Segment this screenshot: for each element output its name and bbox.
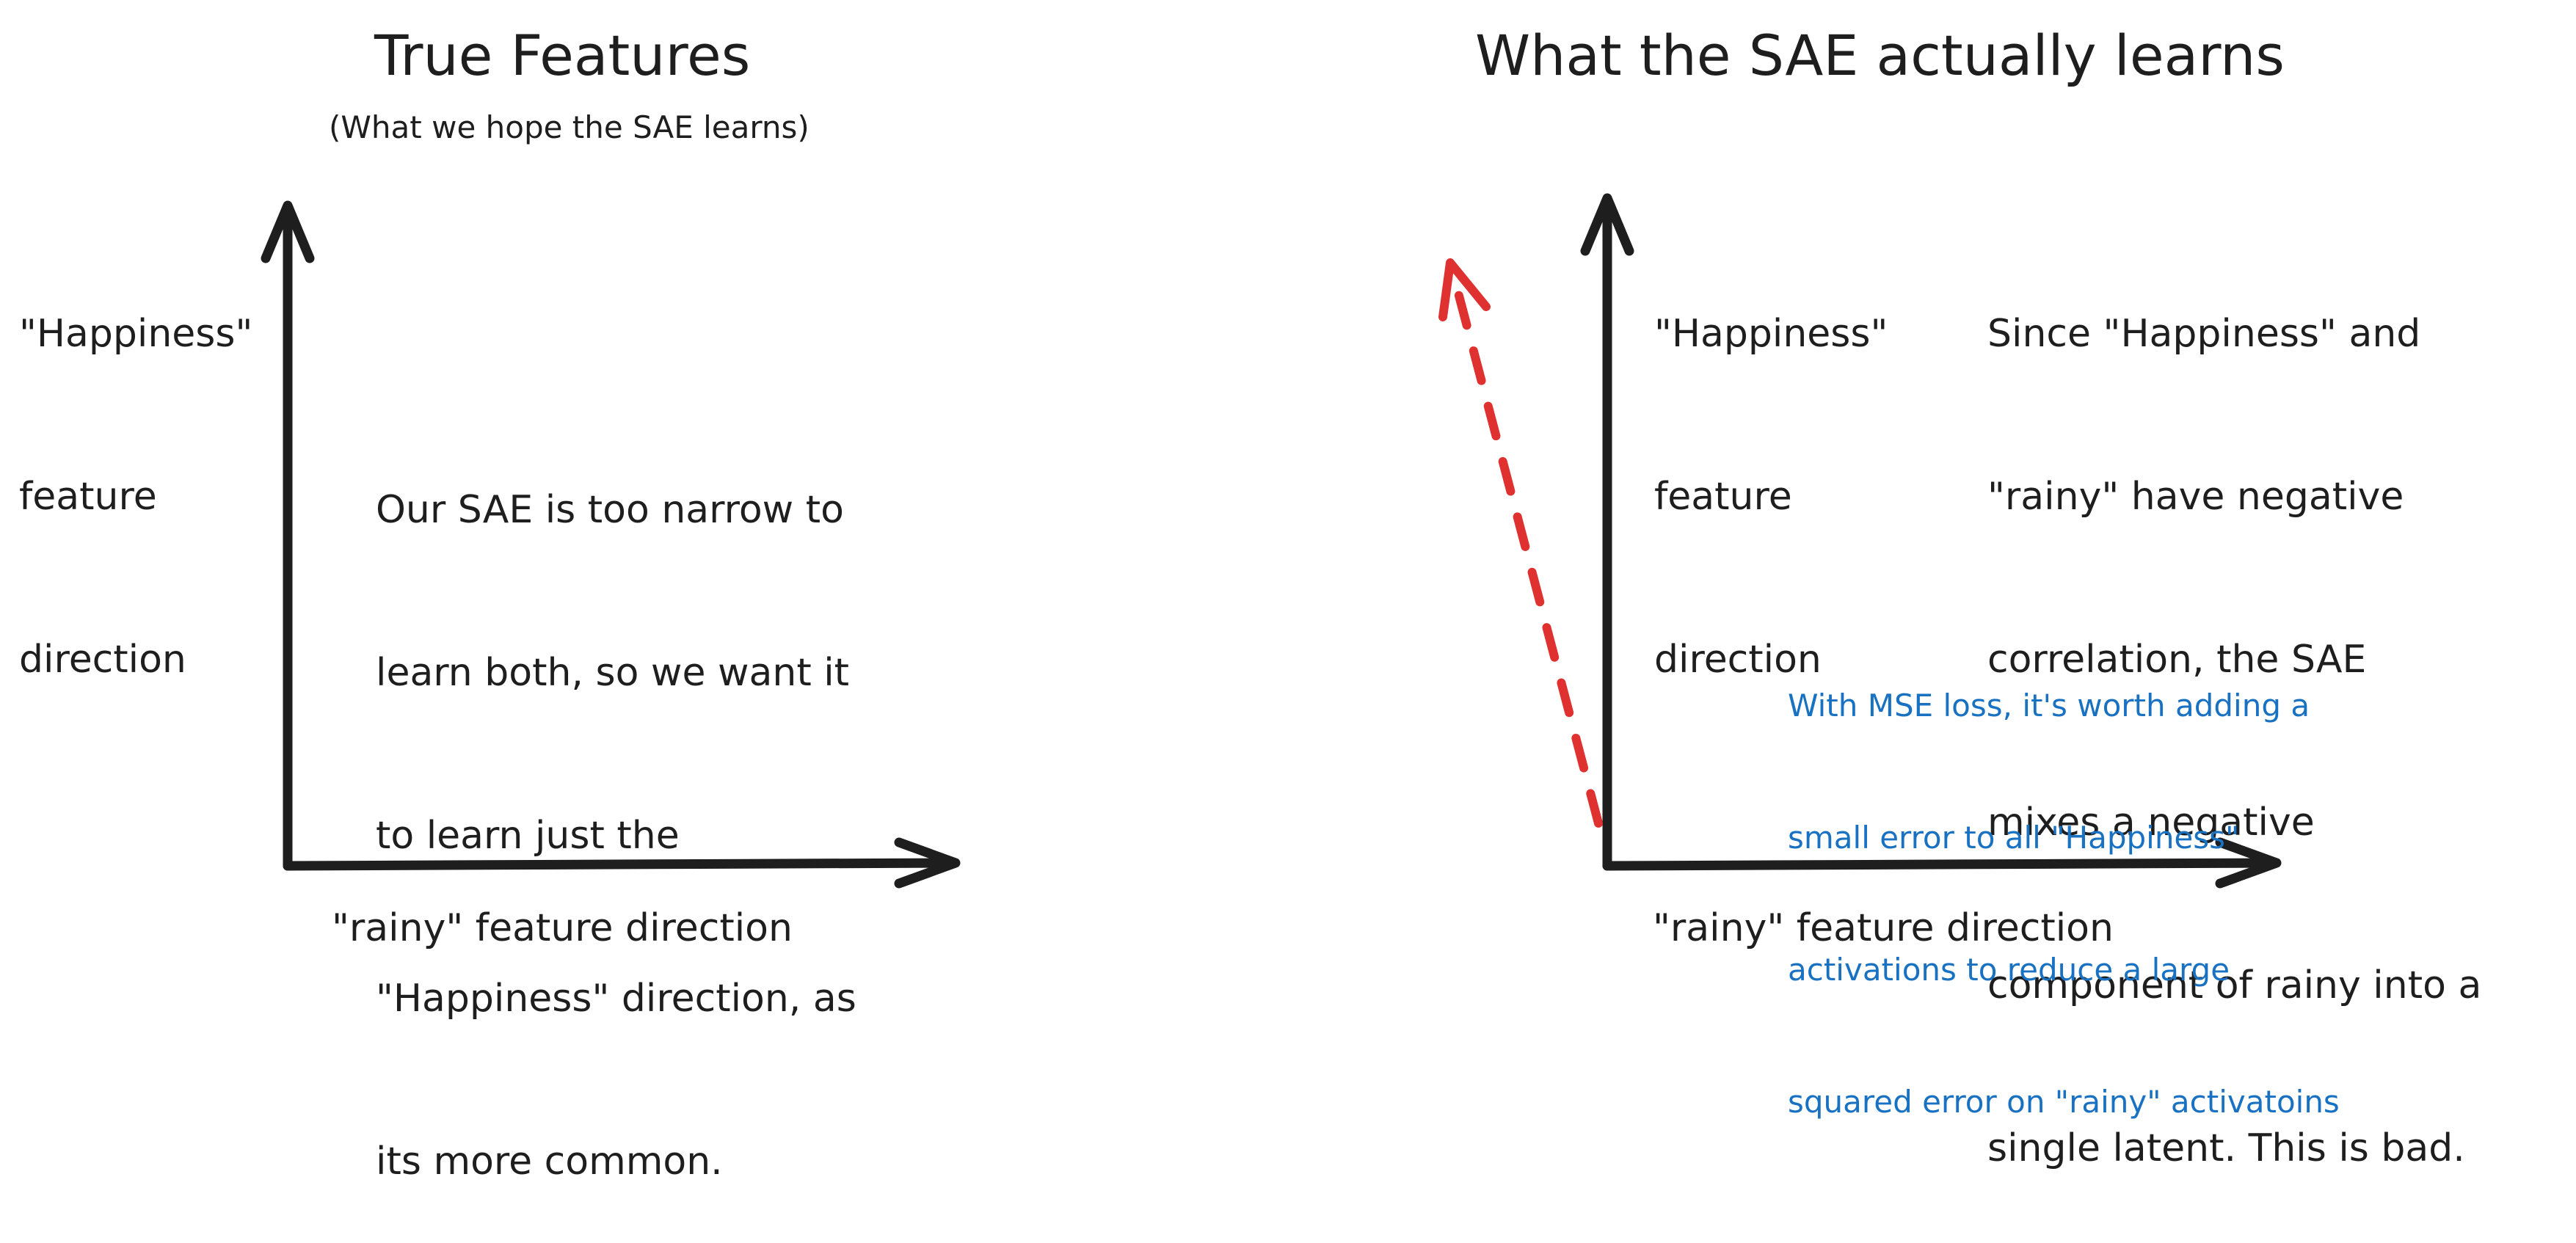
left-y-axis-arrowhead: [261, 200, 315, 263]
left-axes: [261, 200, 961, 889]
left-subtitle: (What we hope the SAE learns): [329, 109, 809, 145]
right-blue-note-line: small error to all "Happiness": [1788, 820, 2240, 856]
learned-direction-line: [1452, 280, 1603, 828]
left-note-line: to learn just the: [376, 814, 680, 858]
right-x-axis-arrowhead: [2215, 837, 2282, 889]
left-y-axis-label-line: feature: [19, 475, 157, 519]
right-note-line: Since "Happiness" and: [1987, 312, 2421, 356]
right-y-axis-label-line: feature: [1654, 475, 1792, 519]
right-y-axis-label-line: "Happiness": [1654, 312, 1888, 356]
learned-direction-arrowhead: [1438, 258, 1491, 321]
left-note: Our SAE is too narrow to learn both, so …: [376, 374, 856, 1243]
left-title: True Features: [374, 23, 751, 88]
left-x-axis-arrowhead: [894, 837, 961, 889]
left-y-axis-label-line: direction: [19, 638, 186, 682]
left-note-line: "Happiness" direction, as: [376, 977, 856, 1021]
left-x-axis-label: "rainy" feature direction: [332, 906, 793, 950]
left-note-line: its more common.: [376, 1140, 723, 1184]
left-y-axis: [282, 202, 293, 871]
left-x-axis: [283, 858, 959, 871]
right-blue-note-line: squared error on "rainy" activatoins: [1788, 1084, 2340, 1120]
left-note-line: learn both, so we want it: [376, 651, 850, 695]
right-y-axis-label-line: direction: [1654, 638, 1822, 682]
right-blue-note-line: With MSE loss, it's worth adding a: [1788, 688, 2310, 723]
left-y-axis-label-line: "Happiness": [19, 312, 253, 356]
left-y-axis-label: "Happiness" feature direction: [19, 198, 252, 741]
left-note-line: Our SAE is too narrow to: [376, 488, 844, 532]
right-note-line: "rainy" have negative: [1987, 475, 2404, 519]
right-title: What the SAE actually learns: [1475, 23, 2285, 88]
right-blue-note: With MSE loss, it's worth adding a small…: [1788, 596, 2340, 1168]
diagram-canvas: [261, 193, 2282, 889]
right-y-axis-arrowhead: [1580, 193, 1634, 256]
right-note-line: correlation, the SAE: [1987, 638, 2367, 682]
right-note-line: mixes a negative: [1987, 801, 2315, 845]
right-y-axis-label: "Happiness" feature direction: [1654, 198, 1888, 741]
right-axes: [1580, 193, 2282, 889]
learned-direction-arrow: [1438, 258, 1603, 828]
right-x-axis-label: "rainy" feature direction: [1653, 906, 2114, 950]
right-x-axis: [1602, 858, 2280, 871]
